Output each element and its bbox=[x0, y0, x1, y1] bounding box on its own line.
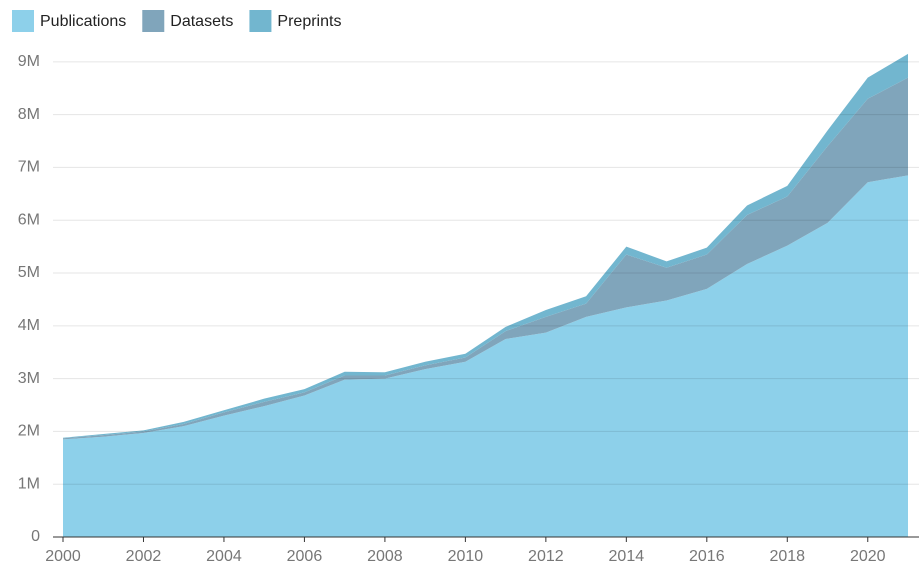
y-tick-label: 1M bbox=[18, 475, 40, 492]
legend-swatch bbox=[142, 10, 165, 32]
y-tick-label: 4M bbox=[18, 317, 40, 334]
area bbox=[63, 77, 908, 440]
x-tick-label: 2014 bbox=[609, 548, 645, 565]
x-tick-label: 2008 bbox=[367, 548, 403, 565]
y-tick-label: 5M bbox=[18, 264, 40, 281]
y-tick-label: 8M bbox=[18, 106, 40, 123]
y-tick-label: 3M bbox=[18, 370, 40, 387]
x-tick-label: 2012 bbox=[528, 548, 564, 565]
x-tick-label: 2002 bbox=[126, 548, 162, 565]
x-tick-label: 2016 bbox=[689, 548, 725, 565]
y-tick-label: 7M bbox=[18, 159, 40, 176]
x-tick-label: 2004 bbox=[206, 548, 242, 565]
y-tick-label: 2M bbox=[18, 423, 40, 440]
x-tick-label: 2000 bbox=[45, 548, 81, 565]
y-tick-label: 0 bbox=[31, 528, 40, 545]
y-tick-label: 9M bbox=[18, 53, 40, 70]
x-tick-label: 2010 bbox=[448, 548, 484, 565]
legend-label: Datasets bbox=[170, 13, 233, 30]
x-tick-label: 2018 bbox=[769, 548, 805, 565]
legend-swatch bbox=[12, 10, 34, 32]
legend-swatch bbox=[249, 10, 272, 32]
area bbox=[63, 175, 908, 537]
x-tick-label: 2020 bbox=[850, 548, 886, 565]
legend-label: Publications bbox=[40, 13, 126, 30]
legend-label: Preprints bbox=[277, 13, 341, 30]
x-tick-label: 2006 bbox=[287, 548, 323, 565]
y-tick-label: 6M bbox=[18, 211, 40, 228]
